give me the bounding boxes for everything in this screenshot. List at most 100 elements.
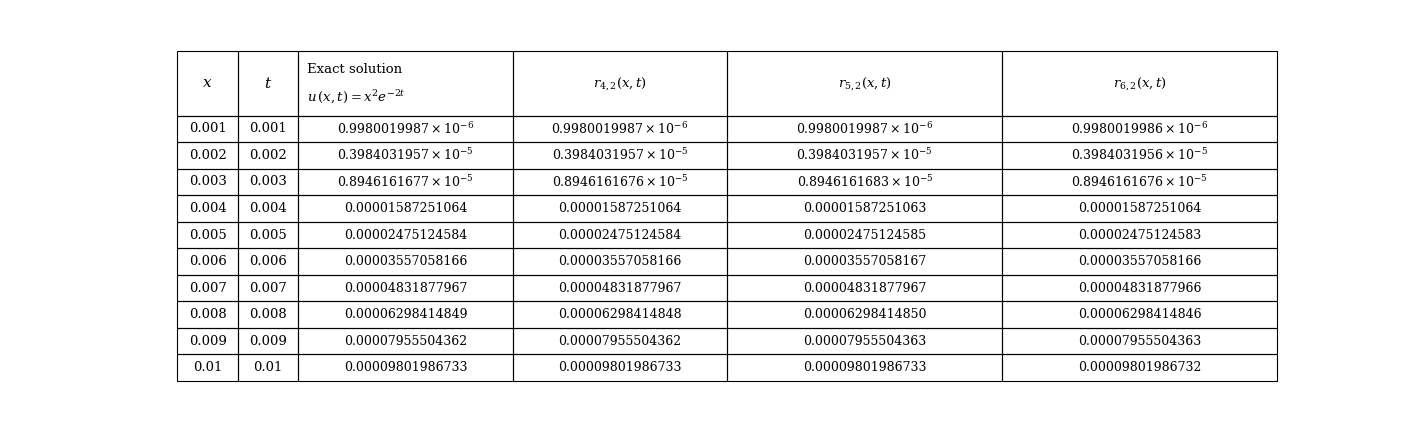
Text: 0.00002475124584: 0.00002475124584 bbox=[559, 229, 681, 241]
Text: 0.00009801986732: 0.00009801986732 bbox=[1078, 361, 1202, 374]
Bar bbox=[512, 169, 727, 195]
Bar bbox=[177, 275, 238, 301]
Bar bbox=[298, 116, 512, 142]
Text: 0.00001587251064: 0.00001587251064 bbox=[558, 202, 681, 215]
Bar bbox=[512, 354, 727, 381]
Bar bbox=[298, 328, 512, 354]
Bar bbox=[1002, 195, 1277, 222]
Bar bbox=[728, 275, 1002, 301]
Bar bbox=[1002, 51, 1277, 116]
Text: 0.00003557058166: 0.00003557058166 bbox=[343, 255, 467, 268]
Bar bbox=[298, 248, 512, 275]
Text: 0.00006298414846: 0.00006298414846 bbox=[1078, 308, 1202, 321]
Text: 0.00007955504362: 0.00007955504362 bbox=[559, 335, 681, 348]
Text: 0.001: 0.001 bbox=[189, 122, 227, 135]
Text: 0.00004831877967: 0.00004831877967 bbox=[558, 282, 681, 294]
Text: $r_{6,2}(x,t)$: $r_{6,2}(x,t)$ bbox=[1112, 75, 1166, 92]
Bar bbox=[728, 169, 1002, 195]
Bar bbox=[238, 51, 298, 116]
Bar bbox=[728, 142, 1002, 169]
Text: 0.00007955504363: 0.00007955504363 bbox=[803, 335, 927, 348]
Text: 0.007: 0.007 bbox=[250, 282, 287, 294]
Bar bbox=[177, 328, 238, 354]
Bar bbox=[238, 222, 298, 248]
Bar bbox=[512, 248, 727, 275]
Text: $0.3984031957\times10^{-5}$: $0.3984031957\times10^{-5}$ bbox=[338, 148, 474, 163]
Bar bbox=[238, 301, 298, 328]
Text: $r_{5,2}(x,t)$: $r_{5,2}(x,t)$ bbox=[837, 75, 891, 92]
Bar bbox=[1002, 142, 1277, 169]
Text: $0.8946161676\times10^{-5}$: $0.8946161676\times10^{-5}$ bbox=[552, 174, 688, 190]
Text: 0.00009801986733: 0.00009801986733 bbox=[343, 361, 467, 374]
Bar bbox=[1002, 248, 1277, 275]
Text: 0.002: 0.002 bbox=[250, 149, 287, 162]
Bar bbox=[238, 142, 298, 169]
Text: 0.00002475124584: 0.00002475124584 bbox=[343, 229, 467, 241]
Bar bbox=[298, 275, 512, 301]
Bar bbox=[177, 169, 238, 195]
Bar bbox=[177, 142, 238, 169]
Bar bbox=[728, 328, 1002, 354]
Bar bbox=[177, 301, 238, 328]
Text: $0.3984031956\times10^{-5}$: $0.3984031956\times10^{-5}$ bbox=[1071, 148, 1208, 163]
Bar bbox=[177, 248, 238, 275]
Text: 0.008: 0.008 bbox=[250, 308, 287, 321]
Text: $0.8946161676\times10^{-5}$: $0.8946161676\times10^{-5}$ bbox=[1071, 174, 1208, 190]
Bar bbox=[238, 116, 298, 142]
Text: 0.00001587251063: 0.00001587251063 bbox=[803, 202, 927, 215]
Bar bbox=[238, 248, 298, 275]
Text: 0.00006298414848: 0.00006298414848 bbox=[558, 308, 681, 321]
Bar bbox=[177, 354, 238, 381]
Text: 0.00002475124585: 0.00002475124585 bbox=[803, 229, 927, 241]
Text: 0.00001587251064: 0.00001587251064 bbox=[1078, 202, 1202, 215]
Text: 0.006: 0.006 bbox=[250, 255, 287, 268]
Text: 0.00006298414850: 0.00006298414850 bbox=[803, 308, 927, 321]
Bar bbox=[728, 116, 1002, 142]
Bar bbox=[728, 195, 1002, 222]
Text: 0.008: 0.008 bbox=[189, 308, 227, 321]
Text: 0.009: 0.009 bbox=[250, 335, 287, 348]
Text: 0.007: 0.007 bbox=[189, 282, 227, 294]
Text: 0.005: 0.005 bbox=[189, 229, 227, 241]
Text: 0.00009801986733: 0.00009801986733 bbox=[558, 361, 681, 374]
Bar bbox=[238, 354, 298, 381]
Text: 0.00007955504362: 0.00007955504362 bbox=[343, 335, 467, 348]
Text: $0.3984031957\times10^{-5}$: $0.3984031957\times10^{-5}$ bbox=[796, 148, 934, 163]
Text: $0.8946161683\times10^{-5}$: $0.8946161683\times10^{-5}$ bbox=[796, 174, 932, 190]
Text: 0.00006298414849: 0.00006298414849 bbox=[343, 308, 467, 321]
Bar bbox=[298, 51, 512, 116]
Bar bbox=[1002, 116, 1277, 142]
Bar bbox=[298, 222, 512, 248]
Bar bbox=[512, 195, 727, 222]
Text: $0.9980019987\times10^{-6}$: $0.9980019987\times10^{-6}$ bbox=[552, 121, 688, 137]
Text: 0.00004831877967: 0.00004831877967 bbox=[803, 282, 927, 294]
Text: 0.00003557058167: 0.00003557058167 bbox=[803, 255, 927, 268]
Text: $t$: $t$ bbox=[264, 76, 272, 91]
Bar bbox=[177, 51, 238, 116]
Bar bbox=[728, 248, 1002, 275]
Text: 0.004: 0.004 bbox=[189, 202, 227, 215]
Text: $0.8946161677\times10^{-5}$: $0.8946161677\times10^{-5}$ bbox=[338, 174, 474, 190]
Text: 0.003: 0.003 bbox=[250, 175, 287, 188]
Text: $r_{4,2}(x,t)$: $r_{4,2}(x,t)$ bbox=[593, 75, 647, 92]
Text: 0.001: 0.001 bbox=[250, 122, 287, 135]
Text: 0.00004831877967: 0.00004831877967 bbox=[343, 282, 467, 294]
Bar bbox=[512, 301, 727, 328]
Text: 0.00002475124583: 0.00002475124583 bbox=[1078, 229, 1202, 241]
Bar bbox=[1002, 328, 1277, 354]
Bar bbox=[1002, 169, 1277, 195]
Bar bbox=[177, 195, 238, 222]
Bar bbox=[298, 354, 512, 381]
Bar bbox=[512, 116, 727, 142]
Bar bbox=[512, 275, 727, 301]
Text: $u\,(x,t)=x^2e^{-2t}$: $u\,(x,t)=x^2e^{-2t}$ bbox=[307, 89, 406, 106]
Bar bbox=[298, 301, 512, 328]
Text: $0.3984031957\times10^{-5}$: $0.3984031957\times10^{-5}$ bbox=[552, 148, 688, 163]
Bar bbox=[728, 301, 1002, 328]
Bar bbox=[298, 195, 512, 222]
Bar bbox=[1002, 301, 1277, 328]
Bar bbox=[298, 169, 512, 195]
Bar bbox=[1002, 275, 1277, 301]
Bar bbox=[512, 142, 727, 169]
Bar bbox=[177, 116, 238, 142]
